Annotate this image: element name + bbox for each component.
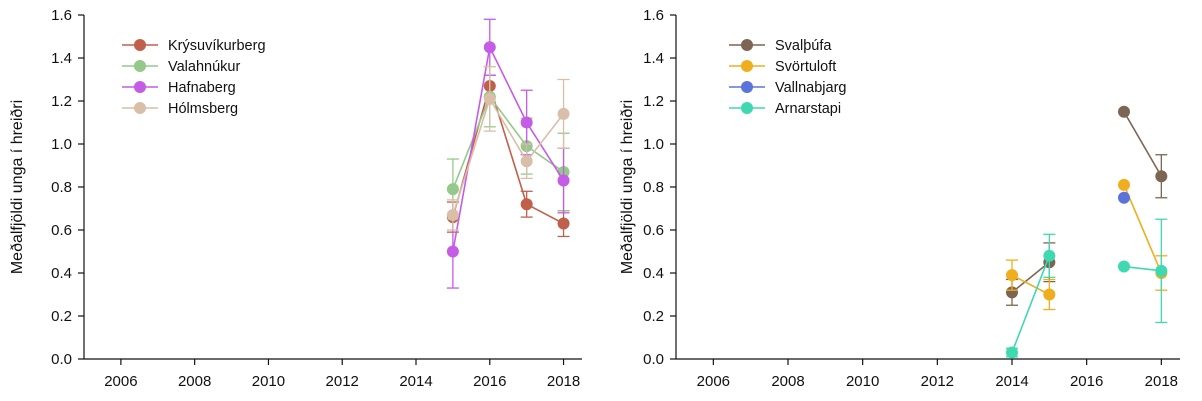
legend-label: Valahnúkur	[168, 59, 240, 75]
legend-marker	[741, 81, 753, 93]
data-point	[557, 174, 570, 187]
data-point	[1043, 249, 1056, 262]
y-tick-label: 0.8	[51, 179, 72, 196]
y-tick-label: 0.4	[51, 265, 72, 282]
y-tick-label: 0.2	[51, 308, 72, 325]
data-point	[1118, 260, 1130, 273]
series-Hafnaberg	[446, 18, 570, 289]
series-line-segment	[452, 47, 491, 252]
series-line-segment	[452, 96, 491, 190]
series-Arnarstapi	[1006, 218, 1168, 359]
y-tick-label: 1.2	[643, 93, 664, 110]
y-tick-label: 0.8	[643, 179, 664, 196]
x-tick-label: 2010	[252, 373, 285, 390]
series-line-segment	[1123, 111, 1163, 177]
series-line-segment	[1123, 184, 1163, 274]
legend-marker	[134, 39, 146, 51]
series-line-segment	[1011, 261, 1050, 293]
series-line-segment	[489, 46, 528, 123]
y-tick-label: 1.0	[643, 136, 664, 153]
series-line-segment	[526, 145, 565, 173]
series-line-segment	[526, 113, 565, 162]
y-axis-label: Meðalfjöldi unga í hreiðri	[619, 100, 636, 274]
y-tick-label: 1.4	[643, 50, 664, 67]
y-tick-label: 1.0	[51, 136, 72, 153]
data-point	[520, 116, 533, 129]
legend-marker	[741, 39, 753, 51]
legend-marker	[741, 60, 753, 72]
legend-label: Svörtuloft	[775, 59, 836, 75]
y-tick-label: 0.2	[643, 308, 664, 325]
x-tick-label: 2018	[547, 373, 580, 390]
legend-label: Svalþúfa	[775, 38, 832, 54]
x-tick-label: 2008	[771, 373, 804, 390]
legend-label: Arnarstapi	[775, 101, 841, 117]
x-tick-label: 2006	[104, 373, 137, 390]
series-line-segment	[1011, 255, 1051, 353]
y-tick-label: 0.0	[643, 351, 664, 368]
data-point	[1118, 178, 1130, 191]
y-tick-label: 1.6	[643, 7, 664, 24]
data-point	[1118, 191, 1130, 204]
x-tick-label: 2018	[1145, 373, 1178, 390]
data-point	[1006, 269, 1018, 282]
x-tick-label: 2016	[1070, 373, 1103, 390]
data-point	[1155, 170, 1168, 183]
legend-label: Vallnabjarg	[775, 80, 846, 96]
series-Vallnabjarg	[1118, 191, 1130, 204]
legend-label: Hólmsberg	[168, 101, 238, 117]
x-tick-label: 2012	[326, 373, 359, 390]
data-point	[1118, 105, 1130, 118]
series-line-segment	[1011, 274, 1050, 296]
data-point	[446, 245, 459, 258]
legend-marker	[134, 60, 146, 72]
series-line-segment	[489, 96, 528, 147]
series-line-segment	[525, 122, 565, 181]
x-tick-label: 2014	[399, 373, 432, 390]
data-point	[1155, 264, 1168, 277]
series-line-segment	[452, 98, 491, 216]
series-Hólmsberg	[446, 65, 570, 231]
series-line-segment	[1123, 265, 1162, 272]
y-axis-label: Meðalfjöldi unga í hreiðri	[9, 100, 26, 274]
data-point	[1006, 346, 1018, 359]
legend-marker	[134, 81, 146, 93]
data-point	[483, 92, 496, 105]
y-tick-label: 1.4	[51, 50, 72, 67]
data-point	[557, 217, 570, 230]
y-tick-label: 0.6	[643, 222, 664, 239]
x-tick-label: 2016	[473, 373, 506, 390]
y-tick-label: 1.2	[51, 93, 72, 110]
x-tick-label: 2010	[846, 373, 879, 390]
data-point	[446, 183, 459, 196]
series-line-segment	[489, 98, 528, 162]
legend-label: Krýsuvíkurberg	[168, 38, 266, 54]
chart-right: 0.0 0.2 0.4 0.6 0.8 1.0 1.2 1.4 1.6 2006 2008 2010 2…	[619, 7, 1180, 390]
legend-marker	[134, 102, 146, 114]
x-tick-label: 2012	[921, 373, 954, 390]
data-point	[557, 107, 570, 120]
y-tick-label: 0.0	[51, 351, 72, 368]
data-point	[520, 155, 533, 168]
series-Svalþúfa	[1006, 105, 1168, 306]
series-line-segment	[526, 203, 564, 225]
legend-label: Hafnaberg	[168, 80, 236, 96]
data-point	[1043, 288, 1056, 301]
y-tick-label: 1.6	[51, 7, 72, 24]
data-point	[446, 208, 459, 221]
chart-left: 0.0 0.2 0.4 0.6 0.8 1.0 1.2 1.4 1.6 2006 2008 2010 2…	[9, 7, 582, 390]
legend-marker	[741, 102, 753, 114]
series-Svörtuloft	[1006, 178, 1168, 311]
y-tick-label: 0.6	[51, 222, 72, 239]
y-tick-label: 0.4	[643, 265, 664, 282]
data-point	[483, 41, 496, 54]
x-tick-label: 2008	[178, 373, 211, 390]
x-tick-label: 2006	[697, 373, 730, 390]
data-point	[520, 198, 533, 211]
series-Krýsuvíkurberg	[446, 74, 570, 238]
data-point	[1006, 286, 1018, 299]
x-tick-label: 2014	[995, 373, 1028, 390]
